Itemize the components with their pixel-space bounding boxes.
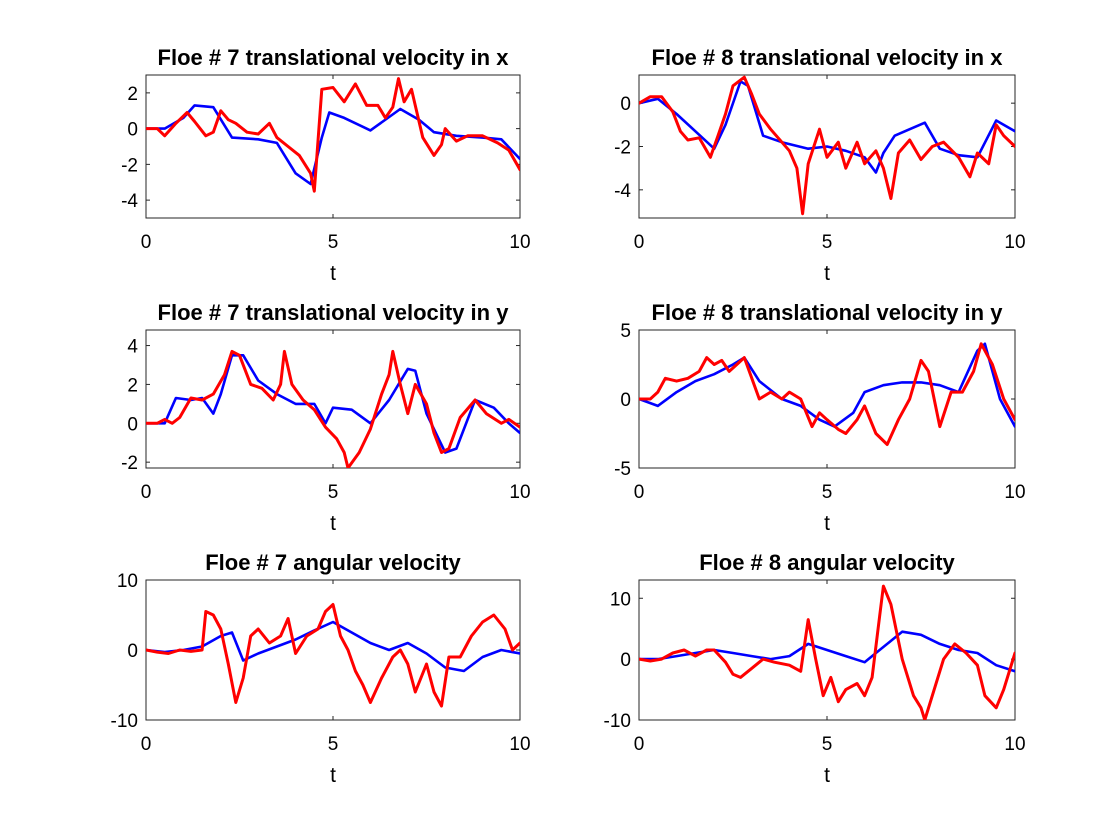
- x-tick-label: 10: [509, 482, 530, 503]
- x-tick-label: 5: [822, 734, 833, 755]
- panel-1: 0 5 10 2 0 -2 -4 Floe # 7 translational velocit…: [121, 45, 530, 285]
- y-tick-label: 0: [620, 94, 631, 115]
- y-tick-label: -10: [111, 711, 138, 732]
- y-tick-label: -10: [604, 711, 631, 732]
- panel-title: Floe # 8 translational velocity in y: [652, 300, 1004, 325]
- panel-title: Floe # 8 angular velocity: [699, 550, 955, 575]
- panel-title: Floe # 7 angular velocity: [205, 550, 461, 575]
- x-tick-label: 0: [634, 734, 645, 755]
- y-tick-label: 5: [620, 321, 631, 342]
- y-tick-label: -2: [614, 138, 631, 159]
- y-tick-label: 10: [610, 589, 631, 610]
- x-tick-label: 0: [634, 482, 645, 503]
- y-tick-label: -5: [614, 459, 631, 480]
- x-tick-label: 5: [822, 232, 833, 253]
- y-tick-label: -2: [121, 453, 138, 474]
- axes-box: [638, 329, 1016, 469]
- y-tick-label: 2: [127, 375, 138, 396]
- x-axis-label: t: [824, 764, 830, 787]
- y-tick-label: 2: [127, 84, 138, 105]
- x-tick-label: 0: [141, 734, 152, 755]
- y-tick-label: 0: [127, 414, 138, 435]
- x-axis-label: t: [824, 262, 830, 285]
- y-tick-label: -4: [614, 181, 631, 202]
- y-tick-label: 4: [127, 337, 138, 358]
- series-line-red: [639, 342, 1015, 446]
- axes-box: [145, 74, 521, 219]
- x-tick-label: 5: [328, 232, 339, 253]
- y-tick-label: 10: [117, 571, 138, 592]
- x-axis-label: t: [824, 512, 830, 535]
- series-line-red: [146, 349, 520, 468]
- x-tick-label: 5: [328, 482, 339, 503]
- x-tick-label: 10: [509, 232, 530, 253]
- y-tick-label: 0: [620, 390, 631, 411]
- x-axis-label: t: [330, 262, 336, 285]
- x-tick-label: 0: [141, 232, 152, 253]
- series-line-blue: [146, 353, 520, 454]
- y-tick-label: 0: [620, 650, 631, 671]
- series-line-blue: [639, 80, 1015, 174]
- y-tick-label: -2: [121, 155, 138, 176]
- series-line-red: [146, 77, 520, 193]
- panel-2: 0 5 10 0 -2 -4 Floe # 8 translational velocity…: [614, 45, 1025, 285]
- x-tick-label: 0: [141, 482, 152, 503]
- x-tick-label: 10: [1004, 734, 1025, 755]
- y-tick-label: -4: [121, 191, 138, 212]
- panel-title: Floe # 7 translational velocity in x: [158, 45, 510, 70]
- x-axis-label: t: [330, 764, 336, 787]
- panel-title: Floe # 7 translational velocity in y: [158, 300, 510, 325]
- series-line-red: [146, 603, 520, 708]
- y-tick-label: 0: [127, 641, 138, 662]
- series-line-blue: [146, 620, 520, 673]
- series-line-red: [639, 584, 1015, 720]
- y-tick-label: 0: [127, 120, 138, 141]
- x-tick-label: 10: [1004, 232, 1025, 253]
- x-axis-label: t: [330, 512, 336, 535]
- panel-title: Floe # 8 translational velocity in x: [652, 45, 1004, 70]
- x-tick-label: 5: [822, 482, 833, 503]
- x-tick-label: 5: [328, 734, 339, 755]
- series-line-red: [639, 75, 1015, 216]
- x-tick-label: 0: [634, 232, 645, 253]
- x-tick-label: 10: [1004, 482, 1025, 503]
- x-tick-label: 10: [509, 734, 530, 755]
